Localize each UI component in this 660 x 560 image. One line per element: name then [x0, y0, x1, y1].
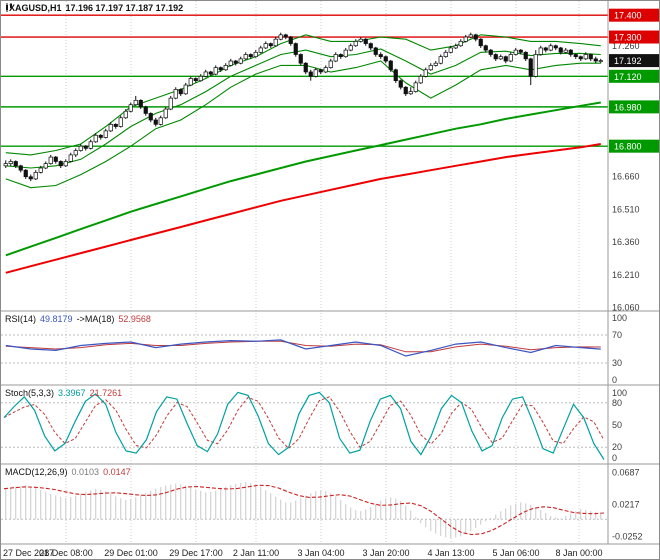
price-axis-label: 16.360: [612, 237, 640, 247]
stoch-indicator-label: Stoch(5,3,3) 3.3967 21.7261: [5, 388, 126, 398]
time-axis-label: 5 Jan 06:00: [492, 548, 539, 558]
stoch-axis-label: 50: [612, 420, 622, 430]
rsi-axis-label: 70: [612, 330, 622, 340]
chart-title: XAGUSD,H1 17.196 17.197 17.187 17.192: [5, 3, 183, 13]
time-axis-label: 8 Jan 00:00: [555, 548, 602, 558]
rsi-axis-label: 100: [612, 313, 627, 323]
price-axis-label: 16.060: [612, 303, 640, 313]
price-axis-label: 16.660: [612, 172, 640, 182]
moving-averages: [5, 101, 601, 274]
svg-text:17.400: 17.400: [614, 11, 642, 21]
rsi-axis-label: 30: [612, 358, 622, 368]
macd-signal-value: 0.0147: [103, 467, 131, 477]
stoch-axis-label: 80: [612, 398, 622, 408]
price-axis: 17.260 16.660 16.510 16.360 16.210 16.060 17.4…: [609, 8, 659, 541]
svg-text:17.120: 17.120: [614, 72, 642, 82]
svg-text:16.800: 16.800: [614, 142, 642, 152]
price-badge-16.800: [609, 139, 659, 153]
stoch-d-value: 21.7261: [89, 388, 123, 398]
macd-axis-label: -0.0252: [612, 531, 643, 541]
macd-axis-label: 0.0687: [612, 468, 640, 478]
time-axis-label: 29 Dec 01:00: [104, 548, 158, 558]
time-axis-label: 27 Dec 2017: [3, 548, 54, 558]
stoch-axis-label: 0: [612, 453, 617, 463]
svg-text:16.980: 16.980: [614, 102, 642, 112]
stoch-axis-label: 20: [612, 442, 622, 452]
rsi-value: 49.8179: [40, 314, 73, 324]
price-badge-16.980: [609, 100, 659, 114]
time-axis-label: 3 Jan 04:00: [297, 548, 344, 558]
rsi-ma-name: ->MA(18): [76, 314, 115, 324]
time-axis-label: 29 Dec 17:00: [169, 548, 223, 558]
ohlc-quote-label: 17.196 17.197 17.187 17.192: [65, 3, 184, 13]
time-axis-label: 28 Dec 08:00: [39, 548, 93, 558]
stoch-name: Stoch(5,3,3): [5, 388, 55, 398]
panel-separators: [1, 1, 659, 545]
price-axis-label: 16.510: [612, 204, 640, 214]
rsi-indicator-label: RSI(14) 49.8179 ->MA(18) 52.9568: [5, 314, 155, 324]
stoch-axis-label: 100: [612, 388, 627, 398]
rsi-ma-value: 52.9568: [118, 314, 151, 324]
svg-text:17.300: 17.300: [614, 33, 642, 43]
price-axis-label: 16.210: [612, 270, 640, 280]
time-axis-label: 3 Jan 20:00: [362, 548, 409, 558]
price-badge-17.400: [609, 8, 659, 22]
macd-value: 0.0103: [71, 467, 100, 477]
time-axis-label: 2 Jan 11:00: [233, 548, 279, 558]
symbol-period-label: XAGUSD,H1: [9, 3, 62, 13]
price-badge-17.192: [609, 54, 659, 68]
price-axis-label: 17.260: [612, 41, 640, 51]
svg-text:17.192: 17.192: [614, 56, 642, 66]
stochastic-panel: [1, 391, 608, 460]
candlesticks: [3, 32, 603, 182]
time-axis-label: 4 Jan 13:00: [427, 548, 474, 558]
macd-axis-label: 0.0217: [612, 500, 640, 510]
macd-panel: [1, 482, 608, 539]
price-badge-17.300: [609, 30, 659, 44]
macd-indicator-label: MACD(12,26,9) 0.0103 0.0147: [5, 467, 135, 477]
vertical-gridlines: [65, 1, 580, 544]
macd-name: MACD(12,26,9): [5, 467, 68, 477]
rsi-panel: [1, 334, 608, 364]
price-badge-17.120: [609, 69, 659, 83]
price-level-lines[interactable]: [1, 14, 608, 147]
stoch-k-value: 3.3967: [58, 388, 86, 398]
rsi-axis-label: 0: [612, 375, 617, 385]
rsi-name: RSI(14): [5, 314, 37, 324]
